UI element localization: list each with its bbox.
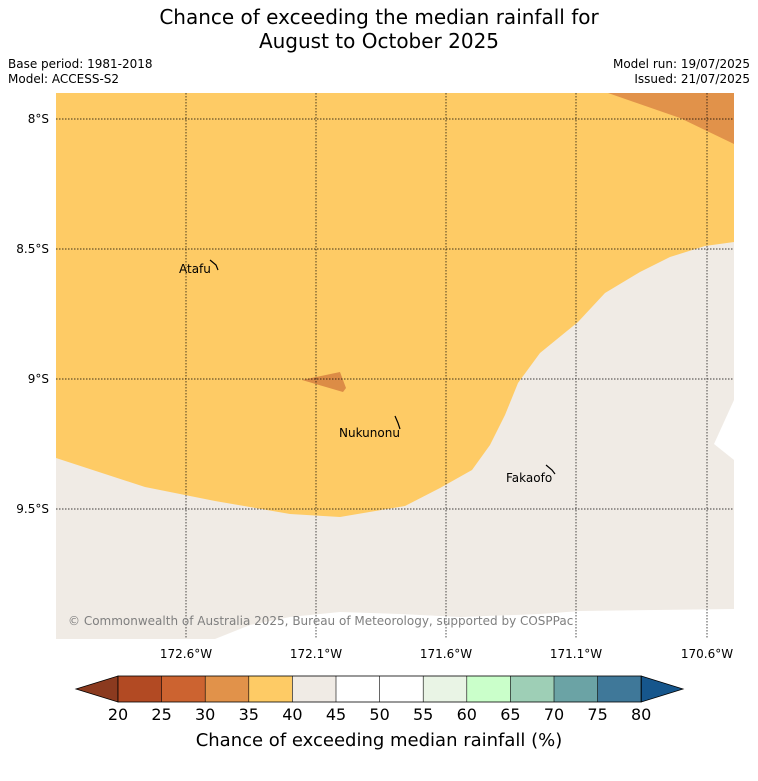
colorbar-bin-45-50 xyxy=(336,676,380,702)
colorbar-tick-80: 80 xyxy=(631,705,652,724)
region-35-40 xyxy=(56,93,734,517)
colorbar-dividers xyxy=(161,676,598,702)
colorbar-tick-40: 40 xyxy=(282,705,303,724)
lat-label-9-5: 9.5°S xyxy=(16,502,49,516)
nukunonu-atoll-shape xyxy=(394,415,401,430)
title-line-2: August to October 2025 xyxy=(258,29,500,53)
meta-left: Base period: 1981-2018 Model: ACCESS-S2 xyxy=(8,57,153,87)
colorbar-tick-25: 25 xyxy=(151,705,172,724)
lat-label-8: 8°S xyxy=(27,112,49,126)
colorbar-tick-45: 45 xyxy=(325,705,347,724)
lon-label-170-6: 170.6°W xyxy=(680,647,734,661)
colorbar-extend-high xyxy=(640,675,685,703)
map-area xyxy=(56,93,734,639)
issued-date: Issued: 21/07/2025 xyxy=(634,72,750,86)
colorbar-tick-65: 65 xyxy=(500,705,521,724)
lon-label-171-6: 171.6°W xyxy=(419,647,473,661)
colorbar-bin-25-30 xyxy=(161,676,206,702)
region-30-35-central xyxy=(302,372,346,392)
colorbar-bin-35-40 xyxy=(248,676,293,702)
place-label-atafu: Atafu xyxy=(179,262,211,276)
colorbar-bin-50-55 xyxy=(379,676,424,702)
colorbar-title: Chance of exceeding median rainfall (%) xyxy=(195,730,563,751)
place-label-fakaofo: Fakaofo xyxy=(506,471,553,485)
base-period: Base period: 1981-2018 xyxy=(8,57,153,71)
lat-label-9: 9°S xyxy=(27,372,49,386)
colorbar-tick-50: 50 xyxy=(369,705,390,724)
colorbar-tick-20: 20 xyxy=(107,705,129,724)
colorbar-tick-55: 55 xyxy=(413,705,434,724)
colorbar-tick-75: 75 xyxy=(587,705,608,724)
colorbar-tick-70: 70 xyxy=(543,705,565,724)
gridlines xyxy=(56,93,734,639)
fakaofo-atoll-shape xyxy=(545,464,556,475)
colorbar-bin-55-60 xyxy=(423,676,467,702)
white-gap-east xyxy=(714,400,734,460)
colorbar xyxy=(74,675,685,703)
colorbar-bin-30-35 xyxy=(205,676,249,702)
colorbar-tick-30: 30 xyxy=(195,705,216,724)
meta-right: Model run: 19/07/2025 Issued: 21/07/2025 xyxy=(613,57,750,87)
lon-label-172-1: 172.1°W xyxy=(289,647,343,661)
atafu-atoll-shape xyxy=(209,259,219,271)
colorbar-tick-35: 35 xyxy=(238,705,259,724)
region-30-35-northeast xyxy=(608,93,734,144)
title-line-1: Chance of exceeding the median rainfall … xyxy=(159,5,599,29)
place-label-nukunonu: Nukunonu xyxy=(339,426,400,440)
model-run: Model run: 19/07/2025 xyxy=(612,57,750,71)
colorbar-bin-20-25 xyxy=(118,676,162,702)
lon-label-172-6: 172.6°W xyxy=(159,647,213,661)
colorbar-bin-60-65 xyxy=(466,676,511,702)
colorbar-tick-60: 60 xyxy=(456,705,477,724)
white-gap-southwest xyxy=(56,609,734,639)
atoll-markers xyxy=(209,259,556,475)
copyright-notice: © Commonwealth of Australia 2025, Bureau… xyxy=(68,614,574,628)
colorbar-extend-low xyxy=(74,675,119,703)
model-name: Model: ACCESS-S2 xyxy=(8,72,120,86)
colorbar-bin-75-80 xyxy=(597,676,642,702)
lat-label-8-5: 8.5°S xyxy=(16,242,49,256)
colorbar-bin-65-70 xyxy=(510,676,554,702)
lon-label-171-1: 171.1°W xyxy=(549,647,603,661)
colorbar-bin-40-45 xyxy=(292,676,336,702)
chart-title: Chance of exceeding the median rainfall … xyxy=(0,5,758,53)
colorbar-bin-70-75 xyxy=(554,676,598,702)
